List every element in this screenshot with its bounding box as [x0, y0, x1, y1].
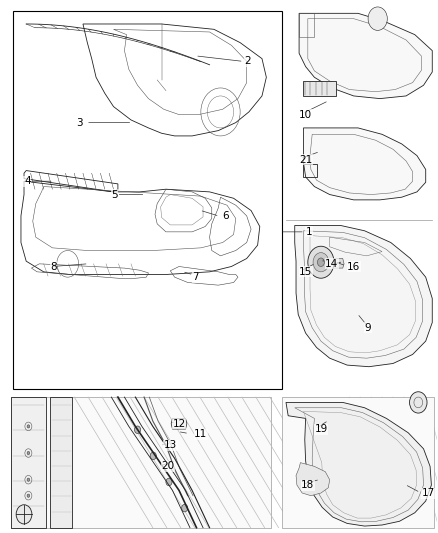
Text: 19: 19 [314, 424, 328, 434]
Text: 15: 15 [299, 267, 312, 277]
Polygon shape [333, 259, 344, 268]
Text: 20: 20 [162, 462, 175, 471]
Circle shape [182, 504, 188, 512]
Text: 8: 8 [50, 262, 57, 271]
Text: 6: 6 [223, 211, 230, 221]
Circle shape [318, 258, 325, 266]
Polygon shape [286, 402, 431, 526]
Circle shape [166, 478, 172, 486]
Circle shape [27, 451, 30, 455]
Polygon shape [11, 397, 271, 528]
Text: 4: 4 [24, 176, 31, 186]
Polygon shape [299, 13, 432, 99]
Text: 14: 14 [325, 259, 339, 269]
Text: 10: 10 [299, 110, 312, 119]
Circle shape [313, 253, 329, 272]
Polygon shape [171, 418, 187, 429]
Text: 12: 12 [173, 419, 186, 429]
Circle shape [368, 7, 387, 30]
Circle shape [410, 392, 427, 413]
Circle shape [27, 494, 30, 497]
Polygon shape [304, 128, 426, 200]
Text: 13: 13 [164, 440, 177, 450]
Circle shape [16, 505, 32, 524]
Text: 1: 1 [306, 227, 312, 237]
Text: 11: 11 [194, 430, 208, 439]
Polygon shape [295, 225, 432, 367]
Circle shape [27, 478, 30, 481]
Circle shape [27, 425, 30, 428]
Circle shape [308, 246, 334, 278]
Polygon shape [282, 397, 434, 528]
FancyBboxPatch shape [304, 81, 336, 96]
Circle shape [150, 452, 156, 459]
Polygon shape [11, 397, 46, 528]
Text: 17: 17 [421, 488, 434, 498]
Text: 18: 18 [301, 480, 314, 490]
Text: 21: 21 [299, 155, 312, 165]
Text: 7: 7 [192, 272, 199, 282]
Text: 2: 2 [244, 56, 251, 66]
Polygon shape [50, 397, 72, 528]
Text: 16: 16 [347, 262, 360, 271]
Circle shape [134, 426, 141, 433]
Text: 5: 5 [111, 190, 118, 199]
Polygon shape [296, 463, 330, 496]
Text: 3: 3 [76, 118, 83, 127]
Text: 9: 9 [364, 323, 371, 333]
